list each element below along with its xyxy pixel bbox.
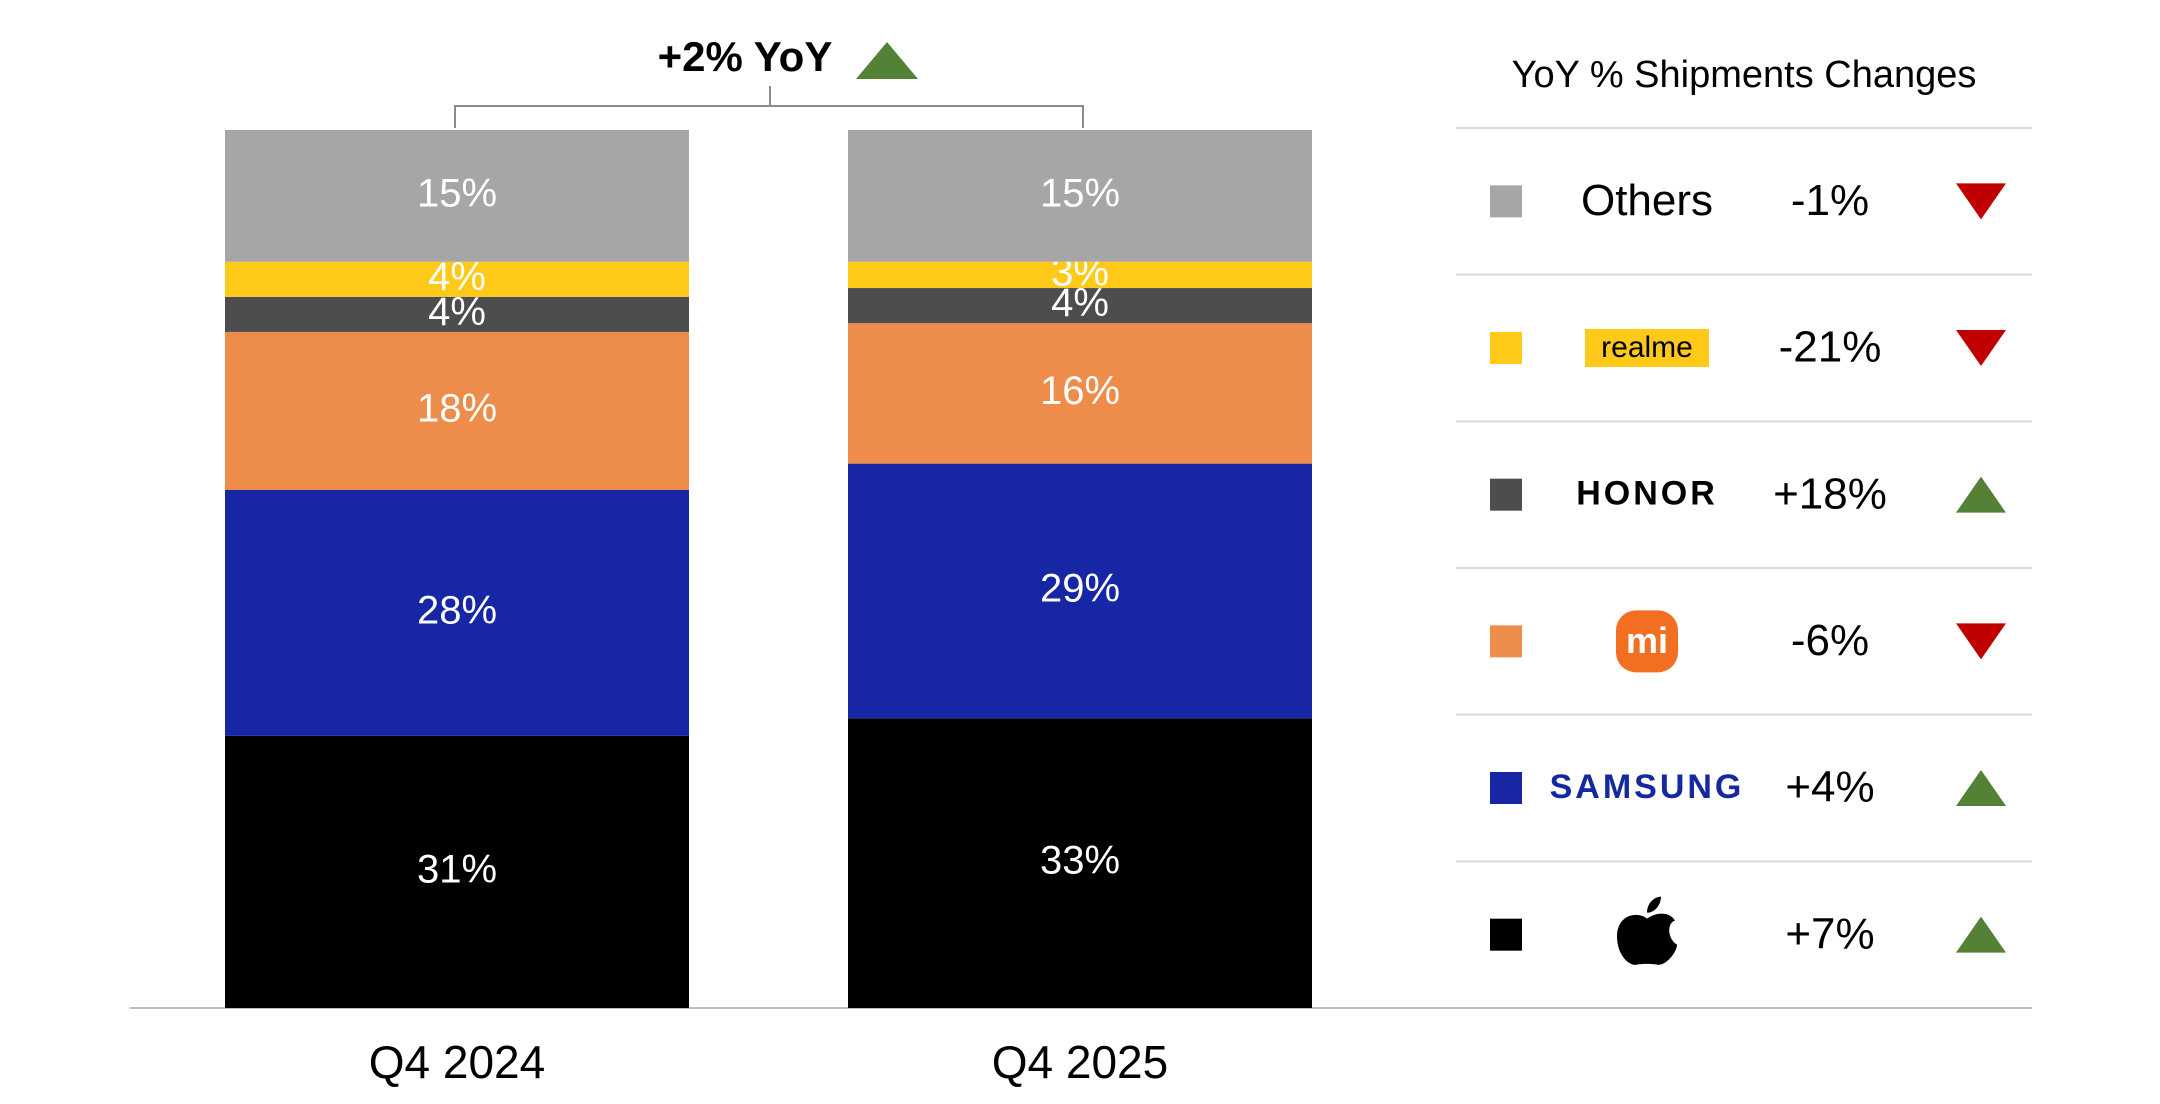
yoy-up-arrow bbox=[1956, 770, 2006, 806]
value-label: 29% bbox=[1040, 567, 1120, 611]
legend-swatch bbox=[1490, 772, 1522, 804]
bar-segment bbox=[848, 323, 1312, 464]
bar-segment bbox=[225, 130, 689, 262]
bar-segment bbox=[848, 261, 1312, 289]
yoy-label: -6% bbox=[1791, 616, 1869, 665]
legend-name: realme bbox=[1601, 331, 1693, 364]
legend-name: SAMSUNG bbox=[1550, 768, 1745, 806]
legend-swatch bbox=[1490, 332, 1522, 364]
bar-segment bbox=[225, 261, 689, 297]
yoy-down-arrow bbox=[1956, 183, 2006, 220]
value-label: 4% bbox=[428, 290, 486, 334]
value-label: 4% bbox=[428, 255, 486, 299]
brand-logo bbox=[1617, 913, 1677, 965]
legend-swatch bbox=[1490, 478, 1522, 511]
yoy-label: +18% bbox=[1773, 469, 1887, 518]
legend-name: Others bbox=[1581, 176, 1713, 225]
bar-segment bbox=[225, 331, 689, 490]
yoy-label: -21% bbox=[1779, 323, 1882, 372]
value-label: 15% bbox=[1040, 171, 1120, 215]
bar-segment bbox=[848, 718, 1312, 1008]
bar-segment bbox=[848, 130, 1312, 262]
brand-logo-leaf bbox=[1647, 896, 1661, 913]
value-label: 16% bbox=[1040, 369, 1120, 413]
value-label: 31% bbox=[417, 847, 497, 891]
yoy-bracket bbox=[454, 105, 1084, 128]
yoy-label: +4% bbox=[1785, 763, 1874, 812]
x-tick-label: Q4 2024 bbox=[369, 1036, 545, 1088]
legend-swatch bbox=[1490, 625, 1522, 658]
legend-title: YoY % Shipments Changes bbox=[1512, 54, 1977, 96]
yoy-up-arrow bbox=[1956, 916, 2006, 953]
legend-swatch bbox=[1490, 185, 1522, 218]
legend-name: HONOR bbox=[1576, 475, 1718, 513]
yoy-up-arrow bbox=[856, 42, 918, 79]
x-tick-label: Q4 2025 bbox=[992, 1036, 1168, 1088]
yoy-up-arrow bbox=[1956, 476, 2006, 513]
legend-swatch bbox=[1490, 918, 1522, 951]
yoy-label: +7% bbox=[1785, 909, 1874, 958]
value-label: 15% bbox=[417, 171, 497, 215]
yoy-label: -1% bbox=[1791, 176, 1869, 225]
value-label: 18% bbox=[417, 387, 497, 431]
bar-segment bbox=[225, 296, 689, 332]
bar-segment bbox=[225, 489, 689, 736]
legend-name: mi bbox=[1626, 620, 1668, 661]
bar-segment bbox=[225, 735, 689, 1008]
brand-logo bbox=[1616, 610, 1678, 673]
yoy-down-arrow bbox=[1956, 330, 2006, 366]
value-label: 33% bbox=[1040, 839, 1120, 883]
value-label: 4% bbox=[1051, 281, 1109, 325]
bar-segment bbox=[848, 463, 1312, 719]
yoy-annotation: +2% YoY bbox=[658, 33, 833, 80]
bar-segment bbox=[848, 288, 1312, 324]
value-label: 28% bbox=[417, 588, 497, 632]
brand-logo bbox=[1585, 329, 1709, 367]
yoy-down-arrow bbox=[1956, 623, 2006, 660]
